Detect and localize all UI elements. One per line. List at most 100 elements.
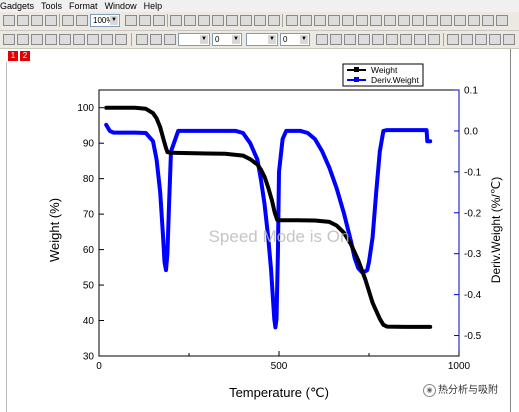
open-template-icon[interactable] <box>370 15 382 26</box>
fill-width-combo[interactable]: 0 ▼ <box>280 33 310 46</box>
line-style-combo[interactable]: ▼ <box>178 33 210 46</box>
plot-line-icon[interactable] <box>447 34 459 45</box>
new-function-icon[interactable] <box>314 15 326 26</box>
new-layout-icon[interactable] <box>286 15 298 26</box>
print-icon[interactable] <box>125 15 137 26</box>
left-align-icon[interactable] <box>87 34 99 45</box>
open-icon[interactable] <box>356 15 368 26</box>
underline-icon[interactable] <box>3 34 15 45</box>
menu-gadgets[interactable]: Gadgets <box>0 1 35 11</box>
border-style-combo[interactable]: ▼ <box>246 33 278 46</box>
table-icon[interactable] <box>344 34 356 45</box>
save-template-icon[interactable] <box>17 15 29 26</box>
weight-series-point <box>381 323 385 327</box>
swap-layer-icon[interactable] <box>414 34 426 45</box>
deriv-weight-series-point <box>133 131 137 135</box>
scale-in-icon[interactable] <box>386 34 398 45</box>
new-excel-icon[interactable] <box>342 15 354 26</box>
deriv-weight-series-point <box>205 129 209 133</box>
plot-scatter-icon[interactable] <box>461 34 473 45</box>
account-watermark: ◉ 热分析与吸附 <box>423 383 519 399</box>
menu-tools[interactable]: Tools <box>41 1 63 11</box>
increase-font-icon[interactable] <box>59 34 71 45</box>
save-icon[interactable] <box>3 15 15 26</box>
line-width-value: 0 <box>215 35 220 44</box>
batch-plot-icon[interactable] <box>454 15 466 26</box>
project-explorer-icon[interactable] <box>198 15 210 26</box>
y-axis-label: Weight (%) <box>47 198 62 262</box>
copy-page-icon[interactable] <box>139 15 151 26</box>
matrix-icon[interactable] <box>372 34 384 45</box>
recent-matrices-icon[interactable] <box>426 15 438 26</box>
weight-series-point <box>378 317 382 321</box>
open-excel-icon[interactable] <box>384 15 396 26</box>
deriv-weight-series-point <box>167 198 171 203</box>
layer-tab-1[interactable]: 1 <box>8 51 18 61</box>
merge-graph-icon[interactable] <box>468 15 480 26</box>
weight-series-point <box>327 220 331 224</box>
deriv-weight-series-point <box>274 317 279 321</box>
superscript-icon[interactable] <box>17 34 29 45</box>
digitizer-icon[interactable] <box>440 15 452 26</box>
align-icon[interactable] <box>428 34 440 45</box>
legend-deriv-marker <box>354 77 359 82</box>
deriv-weight-series-point <box>335 186 339 190</box>
code-builder-icon[interactable] <box>240 15 252 26</box>
menu-help[interactable]: Help <box>143 1 163 11</box>
deriv-weight-series-point <box>259 178 263 182</box>
weight-series-point <box>277 218 281 222</box>
duplicate-icon[interactable] <box>76 15 88 26</box>
weight-series-point <box>295 218 299 222</box>
deriv-weight-series-point <box>263 203 267 207</box>
line-color-icon[interactable] <box>136 34 148 45</box>
menu-format[interactable]: Format <box>69 1 98 11</box>
decrease-font-icon[interactable] <box>73 34 85 45</box>
y2-tick-label: 0.0 <box>464 126 478 137</box>
pattern-icon[interactable] <box>316 34 328 45</box>
new-matrix-icon[interactable] <box>300 15 312 26</box>
add-layer-icon[interactable] <box>254 15 266 26</box>
layer-tab-2[interactable]: 2 <box>20 51 30 61</box>
center-align-icon[interactable] <box>101 34 113 45</box>
zoom-combo[interactable]: 100% ▼ <box>90 14 120 27</box>
menu-bar: Gadgets Tools Format Window Help <box>0 0 519 12</box>
grid-icon[interactable] <box>330 34 342 45</box>
scale-out-icon[interactable] <box>400 34 412 45</box>
new-graph-icon[interactable] <box>184 15 196 26</box>
subscript-icon[interactable] <box>31 34 43 45</box>
weight-series-point <box>356 258 360 262</box>
recent-books-icon[interactable] <box>398 15 410 26</box>
y2-tick-label: -0.5 <box>464 331 482 342</box>
weight-series-point <box>342 231 346 235</box>
data-reader-icon[interactable] <box>496 15 508 26</box>
new-worksheet-icon[interactable] <box>170 15 182 26</box>
deriv-weight-series-point <box>104 123 108 127</box>
command-window-icon[interactable] <box>226 15 238 26</box>
y2-tick-label: -0.3 <box>464 249 482 260</box>
deriv-weight-series-point <box>385 128 389 132</box>
export-page-icon[interactable] <box>153 15 165 26</box>
legend-deriv-label: Deriv.Weight <box>371 75 420 85</box>
greek-icon[interactable] <box>45 34 57 45</box>
line-width-combo[interactable]: 0 ▼ <box>212 33 242 46</box>
fill-color-icon[interactable] <box>150 34 162 45</box>
weight-series-point <box>363 278 367 282</box>
results-log-icon[interactable] <box>212 15 224 26</box>
plot-column-icon[interactable] <box>489 34 501 45</box>
new-notes-icon[interactable] <box>328 15 340 26</box>
merge-icon[interactable] <box>358 34 370 45</box>
deriv-weight-series-point <box>378 149 382 153</box>
import-multiple-icon[interactable] <box>45 15 57 26</box>
layer-management-icon[interactable] <box>482 15 494 26</box>
plot-bar-icon[interactable] <box>475 34 487 45</box>
import-icon[interactable] <box>31 15 43 26</box>
rescale-icon[interactable] <box>268 15 280 26</box>
line-style-icon[interactable] <box>164 34 176 45</box>
plot-area-icon[interactable] <box>503 34 515 45</box>
font-color-icon[interactable] <box>115 34 127 45</box>
refresh-icon[interactable] <box>62 15 74 26</box>
menu-window[interactable]: Window <box>104 1 137 11</box>
y-tick-label: 70 <box>83 210 95 221</box>
recent-graphs-icon[interactable] <box>412 15 424 26</box>
